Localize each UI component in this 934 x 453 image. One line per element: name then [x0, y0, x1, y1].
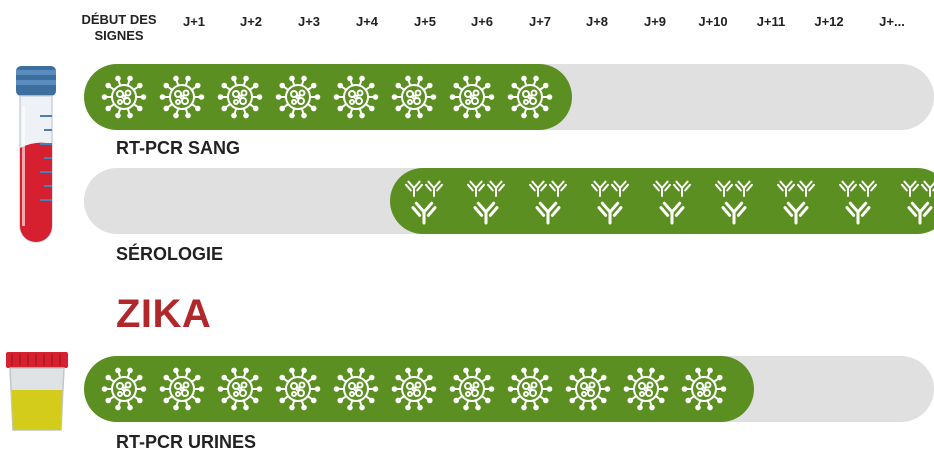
virus-icon	[623, 367, 669, 411]
antibody-icon	[529, 180, 547, 197]
day-label-10: J+10	[698, 14, 728, 29]
virus-icon	[101, 367, 147, 411]
antibody-icon	[783, 201, 809, 225]
day-label-4: J+4	[355, 14, 379, 29]
rt-pcr-sang-bar	[84, 64, 572, 130]
day-label-7: J+7	[528, 14, 552, 29]
rt-pcr-urines-label: RT-PCR URINES	[116, 432, 257, 452]
virus-icon	[507, 367, 553, 411]
antibody-icon	[721, 201, 747, 225]
antibody-icon	[777, 180, 795, 197]
day-label-0: DÉBUT DES SIGNES	[81, 12, 157, 43]
antibody-icon	[845, 201, 871, 225]
rt-pcr-sang-virus-icons	[101, 75, 553, 119]
day-label-1: J+1	[182, 14, 206, 29]
virus-icon	[217, 367, 263, 411]
antibody-icon	[405, 180, 423, 197]
day-label-12: J+12	[814, 14, 844, 29]
virus-icon	[159, 367, 205, 411]
virus-icon	[101, 75, 147, 119]
antibody-icon	[673, 180, 691, 197]
day-label-9: J+9	[643, 14, 667, 29]
antibody-icon	[535, 201, 561, 225]
urine-cup-icon	[6, 352, 68, 431]
antibody-icon	[411, 201, 437, 225]
antibody-icon	[921, 180, 934, 197]
day-label-6: J+6	[470, 14, 494, 29]
day-label-2: J+2	[239, 14, 263, 29]
virus-icon	[681, 367, 727, 411]
antibody-icon	[797, 180, 815, 197]
day-label-13: J+...	[879, 14, 905, 29]
day-label-11: J+11	[756, 14, 786, 29]
antibody-icon	[659, 201, 685, 225]
virus-icon	[565, 367, 611, 411]
day-label-3: J+3	[297, 14, 321, 29]
section-title-zika: ZIKA	[116, 292, 212, 336]
antibody-icon	[467, 180, 485, 197]
virus-icon	[217, 75, 263, 119]
virus-icon	[333, 75, 379, 119]
serologie-label: SÉROLOGIE	[116, 244, 224, 264]
virus-icon	[159, 75, 205, 119]
antibody-icon	[715, 180, 733, 197]
virus-icon	[333, 367, 379, 411]
antibody-icon	[901, 180, 919, 197]
antibody-icon	[839, 180, 857, 197]
virus-icon	[391, 75, 437, 119]
day-label-5: J+5	[413, 14, 437, 29]
antibody-icon	[597, 201, 623, 225]
virus-icon	[275, 367, 321, 411]
antibody-icon	[907, 201, 933, 225]
antibody-icon	[473, 201, 499, 225]
virus-icon	[275, 75, 321, 119]
virus-icon	[391, 367, 437, 411]
antibody-icon	[611, 180, 629, 197]
virus-icon	[449, 367, 495, 411]
rt-pcr-urines-virus-icons	[101, 367, 727, 411]
virus-icon	[507, 75, 553, 119]
antibody-icon	[591, 180, 609, 197]
serologie-bar	[390, 168, 934, 234]
rt-pcr-urines-bar	[84, 356, 754, 422]
virus-icon	[449, 75, 495, 119]
antibody-icon	[859, 180, 877, 197]
antibody-icon	[653, 180, 671, 197]
rt-pcr-sang-label: RT-PCR SANG	[116, 138, 241, 158]
antibody-icon	[425, 180, 443, 197]
antibody-icon	[735, 180, 753, 197]
serologie-antibody-icons	[405, 180, 934, 225]
day-label-8: J+8	[585, 14, 609, 29]
antibody-icon	[487, 180, 505, 197]
blood-tube-icon	[16, 66, 56, 243]
antibody-icon	[549, 180, 567, 197]
